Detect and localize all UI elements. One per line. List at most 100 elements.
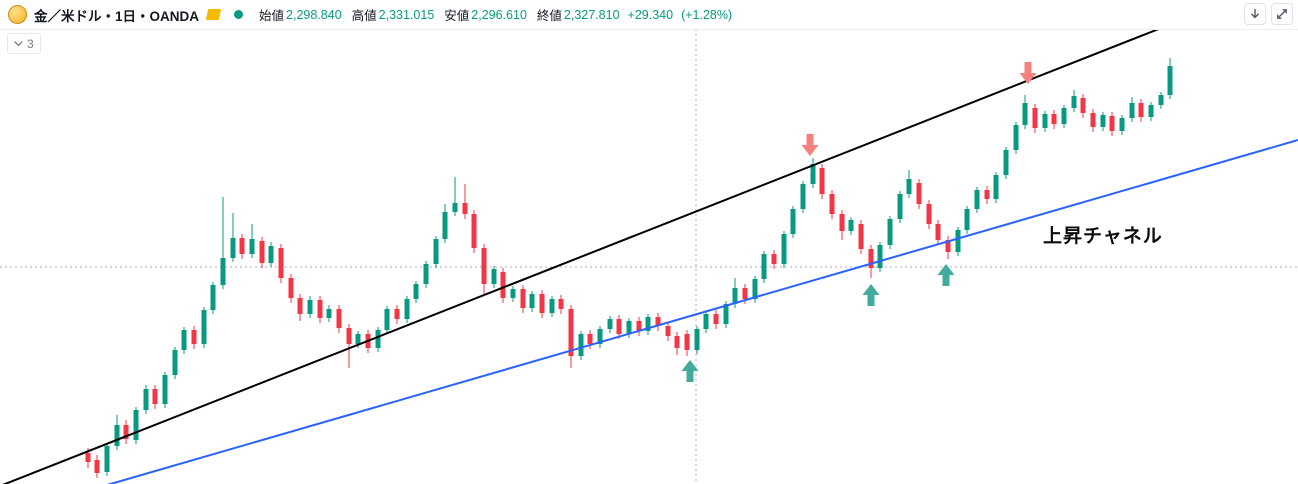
indicator-count-toggle[interactable]: 3 [7, 33, 41, 54]
candle-body [848, 220, 854, 231]
candle-body [810, 164, 816, 184]
candle-body [288, 278, 294, 298]
candle-body [104, 446, 110, 472]
candle-body [906, 179, 912, 194]
up-arrow-marker[interactable] [862, 284, 880, 306]
candle-body [520, 289, 526, 308]
candle-body [143, 389, 149, 410]
high-label: 高値 [351, 9, 377, 23]
candle-body [694, 329, 700, 350]
candle-body [355, 334, 361, 344]
up-arrow-marker[interactable] [937, 264, 955, 286]
candle-body [819, 168, 825, 194]
pane-top-right-buttons [1239, 3, 1293, 25]
candle-body [877, 245, 883, 268]
candle-body [510, 289, 516, 298]
candle-body [259, 241, 265, 263]
open-value: 2,298.840 [286, 7, 342, 22]
candle-body [172, 350, 178, 375]
low-label: 安値 [444, 9, 470, 23]
candle-body [974, 190, 980, 209]
maximize-pane-button[interactable] [1271, 3, 1293, 25]
candle-body [471, 214, 477, 248]
candle-body [1129, 103, 1135, 118]
candle-body [191, 330, 197, 344]
candle-body [181, 330, 187, 350]
oanda-logo-icon [205, 9, 222, 20]
candle-body [926, 204, 932, 224]
candle-body [336, 309, 342, 328]
down-arrow-marker[interactable] [801, 134, 819, 156]
candle-body [94, 460, 100, 473]
candle-body [491, 269, 497, 284]
candle-body [742, 288, 748, 299]
candle-body [955, 230, 961, 252]
maximize-icon [1277, 9, 1287, 19]
candle-body [1013, 125, 1019, 150]
market-status-dot [234, 10, 244, 19]
candle-body [500, 272, 506, 298]
candle-body [616, 319, 622, 334]
candle-body [152, 389, 158, 404]
candle-body [210, 285, 216, 310]
candle-body [1061, 108, 1067, 124]
open-label: 始値 [259, 9, 285, 23]
candle-body [346, 328, 352, 344]
candle-body [230, 238, 236, 258]
candle-body [568, 309, 574, 356]
ascending-channel-lower-line[interactable] [0, 139, 1298, 484]
down-arrow-marker[interactable] [1019, 62, 1037, 84]
change-value: +29.340 [627, 7, 674, 22]
candle-body [993, 175, 999, 199]
candle-body [278, 248, 284, 278]
candle-body [597, 329, 603, 344]
candle-body [375, 330, 381, 348]
up-arrow-marker[interactable] [681, 360, 699, 382]
candle-body [384, 309, 390, 330]
candle-body [1148, 105, 1154, 117]
candle-body [723, 304, 729, 324]
candle-body [481, 248, 487, 284]
high-value: 2,331.015 [378, 7, 435, 22]
candle-body [1100, 115, 1106, 127]
candle-body [829, 194, 835, 214]
candle-body [529, 294, 535, 308]
scroll-down-button[interactable] [1244, 3, 1266, 25]
candle-body [868, 249, 874, 268]
candle-body [703, 314, 709, 329]
candle-body [1158, 95, 1164, 105]
candle-body [239, 238, 245, 254]
candle-body [665, 326, 671, 336]
candle-body [114, 425, 120, 446]
indicator-count: 3 [27, 36, 34, 51]
candle-body [1022, 103, 1028, 125]
candle-body [626, 321, 632, 334]
symbol-title[interactable]: 金／米ドル・1日・OANDA [34, 8, 200, 24]
close-value: 2,327.810 [563, 7, 620, 22]
candle-body [800, 184, 806, 209]
candle-body [249, 239, 255, 254]
candle-body [220, 258, 226, 285]
candle-body [394, 309, 400, 319]
candle-body [201, 310, 207, 344]
candle-body [452, 203, 458, 212]
candle-body [897, 194, 903, 219]
candle-body [887, 219, 893, 245]
candle-body [539, 294, 545, 313]
candle-body [1167, 66, 1173, 95]
candle-body [326, 309, 332, 318]
candle-body [404, 299, 410, 319]
candle-body [1042, 114, 1048, 128]
candle-body [916, 183, 922, 204]
candle-body [1090, 113, 1096, 127]
candle-body [1003, 150, 1009, 175]
candle-body [781, 234, 787, 264]
candle-body [297, 298, 303, 314]
candle-body [123, 425, 129, 439]
close-label: 終値 [536, 9, 562, 23]
candle-body [607, 319, 613, 329]
candle-body [133, 410, 139, 440]
